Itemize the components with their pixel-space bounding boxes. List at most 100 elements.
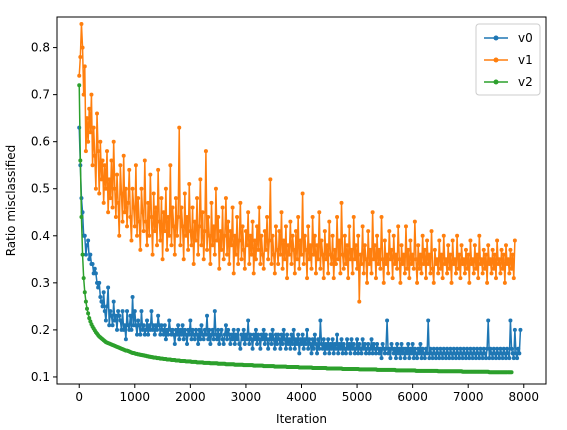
point-v1-293 xyxy=(402,271,407,276)
point-v1-82 xyxy=(168,163,173,168)
legend-label-v2: v2 xyxy=(518,75,533,89)
point-v1-62 xyxy=(146,200,151,205)
point-v0-147 xyxy=(240,337,245,342)
point-v1-121 xyxy=(211,224,216,229)
point-v2-3 xyxy=(80,252,85,257)
series-v1 xyxy=(77,22,517,304)
point-v0-206 xyxy=(306,346,311,351)
point-v1-255 xyxy=(360,224,365,229)
point-v1-387 xyxy=(507,271,512,276)
point-v0-336 xyxy=(450,356,455,361)
point-v1-112 xyxy=(201,257,206,262)
point-v0-374 xyxy=(492,351,497,356)
y-axis: 0.1 0.2 0.3 0.4 0.5 0.6 0.7 0.8 xyxy=(31,41,57,384)
point-v1-274 xyxy=(381,280,386,285)
point-v0-12 xyxy=(90,262,95,267)
point-v0-320 xyxy=(432,351,437,356)
point-v0-349 xyxy=(465,346,470,351)
point-v1-195 xyxy=(293,229,298,234)
point-v0-323 xyxy=(436,351,441,356)
point-v1-313 xyxy=(425,238,430,243)
point-v1-184 xyxy=(281,238,286,243)
point-v1-258 xyxy=(363,257,368,262)
point-v1-147 xyxy=(240,224,245,229)
point-v1-221 xyxy=(322,229,327,234)
point-v1-208 xyxy=(308,243,313,248)
point-v1-317 xyxy=(429,229,434,234)
point-v1-296 xyxy=(406,247,411,252)
point-v1-67 xyxy=(151,191,156,196)
point-v0-193 xyxy=(291,327,296,332)
point-v0-53 xyxy=(136,318,141,323)
point-v1-79 xyxy=(165,247,170,252)
point-v0-311 xyxy=(422,356,427,361)
point-v1-18 xyxy=(97,191,102,196)
point-v1-73 xyxy=(158,238,163,243)
point-v0-276 xyxy=(383,346,388,351)
point-v1-246 xyxy=(350,271,355,276)
point-v0-240 xyxy=(343,351,348,356)
point-v1-63 xyxy=(147,233,152,238)
point-v1-306 xyxy=(417,266,422,271)
point-v0-258 xyxy=(363,351,368,356)
point-v1-131 xyxy=(222,233,227,238)
point-v1-369 xyxy=(487,262,492,267)
point-v0-90 xyxy=(177,337,182,342)
point-v0-228 xyxy=(330,337,335,342)
point-v1-252 xyxy=(357,299,362,304)
point-v1-243 xyxy=(347,224,352,229)
point-v1-19 xyxy=(98,139,103,144)
point-v0-205 xyxy=(305,327,310,332)
point-v0-268 xyxy=(375,342,380,347)
point-v1-14 xyxy=(92,153,97,158)
point-v1-101 xyxy=(189,243,194,248)
point-v0-277 xyxy=(385,318,390,323)
point-v0-161 xyxy=(256,332,261,337)
point-v0-172 xyxy=(268,332,273,337)
point-v1-97 xyxy=(185,214,190,219)
point-v0-191 xyxy=(289,332,294,337)
point-v1-88 xyxy=(175,233,180,238)
point-v0-294 xyxy=(403,346,408,351)
point-v0-198 xyxy=(297,351,302,356)
point-v1-70 xyxy=(155,243,160,248)
point-v0-113 xyxy=(202,327,207,332)
point-v1-254 xyxy=(359,262,364,267)
point-v0-333 xyxy=(447,356,452,361)
point-v1-334 xyxy=(448,252,453,257)
point-v1-10 xyxy=(88,130,93,135)
point-v0-32 xyxy=(112,318,117,323)
point-v0-396 xyxy=(517,351,522,356)
point-v0-23 xyxy=(102,309,107,314)
point-v1-23 xyxy=(102,163,107,168)
point-v0-186 xyxy=(283,346,288,351)
point-v0-252 xyxy=(357,342,362,347)
point-v1-381 xyxy=(500,266,505,271)
point-v1-34 xyxy=(115,172,120,177)
point-v1-363 xyxy=(480,271,485,276)
point-v1-329 xyxy=(442,262,447,267)
point-v0-26 xyxy=(106,285,111,290)
point-v0-301 xyxy=(411,356,416,361)
point-v1-286 xyxy=(395,266,400,271)
point-v0-388 xyxy=(508,318,513,323)
point-v0-231 xyxy=(333,346,338,351)
x-tick-label-3: 3000 xyxy=(231,390,262,404)
point-v1-239 xyxy=(342,233,347,238)
point-v0-204 xyxy=(303,342,308,347)
point-v1-32 xyxy=(112,186,117,191)
point-v0-223 xyxy=(325,346,330,351)
point-v1-332 xyxy=(446,243,451,248)
point-v0-241 xyxy=(345,337,350,342)
point-v0-91 xyxy=(178,327,183,332)
point-v1-229 xyxy=(331,276,336,281)
point-v1-231 xyxy=(333,262,338,267)
point-v1-3 xyxy=(80,45,85,50)
point-v1-249 xyxy=(353,243,358,248)
legend-label-v0: v0 xyxy=(518,31,533,45)
point-v0-299 xyxy=(409,351,414,356)
point-v0-77 xyxy=(162,323,167,328)
point-v1-379 xyxy=(498,271,503,276)
point-v0-95 xyxy=(182,327,187,332)
